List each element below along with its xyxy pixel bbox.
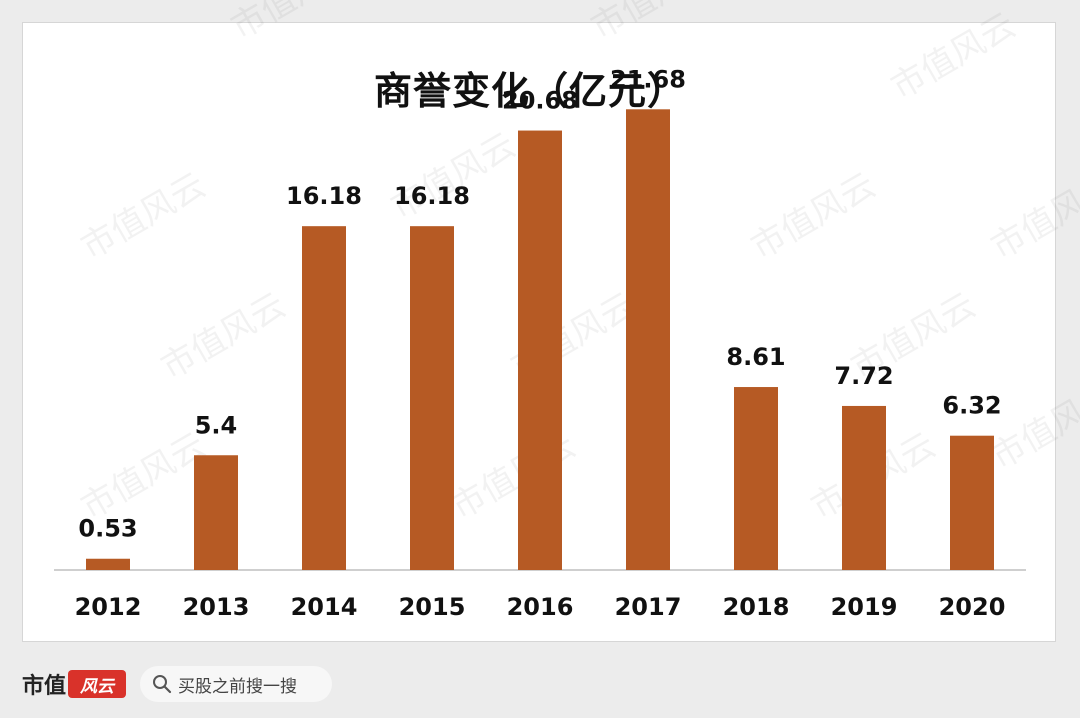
watermark-text: 市值风云: [985, 375, 1080, 478]
category-labels-group: 2012 2013 2014 2015 2016 2017 2018 2019 2020: [75, 593, 1006, 621]
bar-2018: [734, 387, 778, 570]
watermark-text: 市值风云: [585, 0, 723, 48]
x-tick-label-2017: 2017: [615, 593, 682, 621]
watermark-text: 市值风云: [225, 0, 363, 48]
watermark-text: 市值风云: [985, 165, 1080, 268]
x-tick-label-2014: 2014: [291, 593, 358, 621]
watermark-text: 市值风云: [75, 425, 213, 528]
search-label: 买股之前搜一搜: [178, 676, 297, 697]
bar-2017: [626, 109, 670, 571]
brand-text: 市值: [22, 673, 67, 699]
brand-logo: 市值 风云: [22, 668, 127, 700]
bar-2019: [842, 405, 886, 570]
data-label-2018: 8.61: [726, 343, 785, 371]
bar-2014: [302, 226, 346, 571]
watermark-text: 市值风云: [155, 285, 293, 388]
brand-badge: 风云: [68, 670, 127, 698]
x-tick-label-2020: 2020: [939, 593, 1006, 621]
data-labels-group: 0.53 5.4 16.18 16.18 20.68 21.68 8.61 7.72 6.32: [78, 65, 1001, 542]
x-tick-label-2013: 2013: [183, 593, 250, 621]
chart-title: 商誉变化（亿元）: [373, 69, 686, 113]
bars-group: [86, 109, 994, 571]
watermark-text: 市值风云: [745, 165, 883, 268]
data-label-2016: 20.68: [502, 87, 578, 115]
data-label-2019: 7.72: [834, 362, 893, 390]
x-tick-label-2016: 2016: [507, 593, 574, 621]
x-tick-label-2019: 2019: [831, 593, 898, 621]
bar-2013: [194, 455, 238, 570]
search-button[interactable]: 买股之前搜一搜: [140, 666, 332, 702]
watermark-text: 市值风云: [885, 5, 1023, 108]
bar-2012: [86, 558, 130, 570]
data-label-2015: 16.18: [394, 182, 470, 210]
footer-bar: 市值 风云 买股之前搜一搜: [0, 656, 1080, 718]
x-tick-label-2018: 2018: [723, 593, 790, 621]
data-label-2014: 16.18: [286, 182, 362, 210]
bar-2016: [518, 130, 562, 571]
watermark-text: 市值风云: [75, 165, 213, 268]
watermark-text: 市值风云: [385, 125, 523, 228]
x-tick-label-2012: 2012: [75, 593, 142, 621]
bar-2015: [410, 226, 454, 571]
data-label-2012: 0.53: [78, 515, 137, 543]
search-icon: [153, 675, 172, 694]
x-tick-label-2015: 2015: [399, 593, 466, 621]
bar-2020: [950, 435, 994, 570]
data-label-2013: 5.4: [195, 411, 238, 439]
data-label-2017: 21.68: [610, 65, 686, 93]
data-label-2020: 6.32: [942, 392, 1001, 420]
